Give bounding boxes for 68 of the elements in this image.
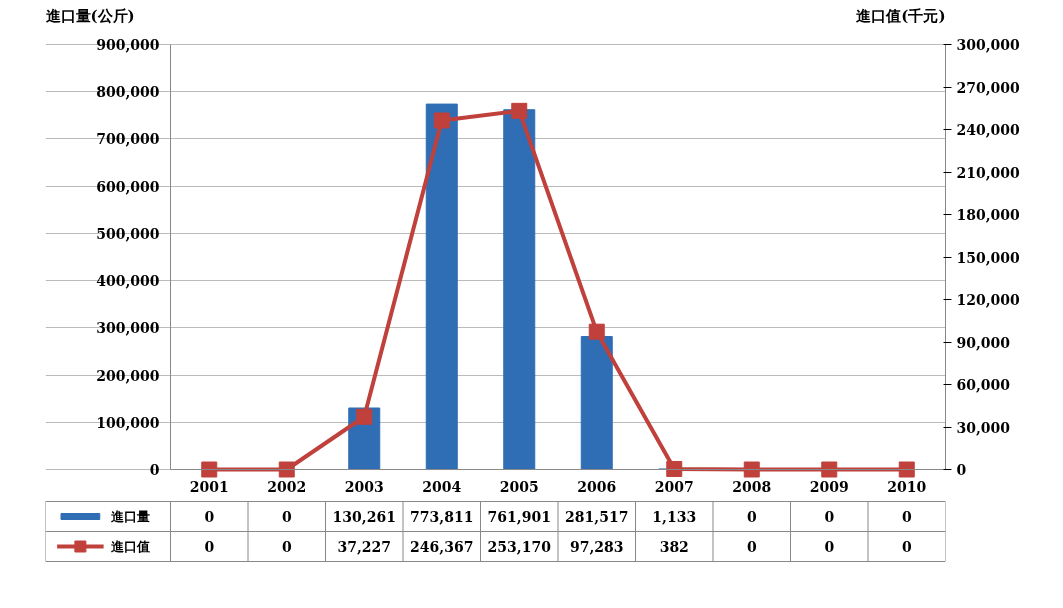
data-label: 0 (901, 539, 912, 555)
y2-tick-label: 210,000 (956, 164, 1021, 181)
y-tick-label: 100,000 (96, 414, 160, 431)
data-label: 130,261 (332, 509, 396, 525)
data-label: 0 (824, 509, 835, 525)
data-label: 281,517 (565, 509, 629, 525)
y2-tick-label: 300,000 (956, 37, 1021, 53)
point (821, 461, 838, 478)
y-tick-label: 400,000 (96, 273, 160, 290)
point (743, 461, 760, 478)
x-tick-label: 2001 (189, 478, 229, 495)
x-tick-label: 2003 (344, 478, 384, 495)
y-tick-label: 0 (149, 462, 160, 478)
y-tick-label: 500,000 (96, 225, 160, 242)
point (201, 461, 218, 478)
y-tick-label: 300,000 (96, 320, 160, 337)
bar (503, 109, 536, 470)
data-label: 37,227 (337, 539, 392, 555)
data-label: 382 (659, 539, 689, 555)
y2-tick-label: 30,000 (956, 419, 1011, 436)
data-label: 0 (281, 539, 292, 555)
data-label: 0 (281, 509, 292, 525)
data-label: 0 (824, 539, 835, 555)
point (898, 461, 915, 478)
data-label: 246,367 (410, 539, 474, 555)
bar (425, 103, 458, 470)
y2-tick-label: 240,000 (956, 122, 1021, 138)
y2-tick-label: 150,000 (956, 249, 1021, 266)
data-label: 0 (204, 539, 215, 555)
y2-tick-label: 180,000 (956, 207, 1021, 223)
data-label: 0 (204, 509, 215, 525)
y2-tick-label: 270,000 (956, 79, 1021, 96)
point (278, 461, 295, 478)
legend-label: 進口值 (110, 539, 151, 554)
y-tick-label: 200,000 (96, 367, 160, 384)
data-label: 0 (746, 509, 757, 525)
y2-tick-label: 120,000 (956, 292, 1021, 308)
y-tick-label: 600,000 (96, 178, 160, 195)
y-tick-label: 800,000 (96, 84, 160, 101)
legend-label: 進口量 (110, 509, 151, 524)
point (511, 102, 528, 119)
data-label: 773,811 (410, 509, 474, 525)
data-label: 253,170 (487, 539, 552, 555)
data-label: 0 (901, 509, 912, 525)
x-tick-label: 2005 (499, 478, 539, 495)
data-label: 1,133 (652, 509, 697, 525)
x-tick-label: 2006 (577, 478, 617, 495)
x-tick-label: 2002 (267, 478, 307, 495)
point (433, 112, 450, 129)
y2-tick-label: 60,000 (956, 377, 1011, 393)
y2-tick-label: 90,000 (956, 334, 1011, 351)
point (666, 460, 683, 477)
y-axis-title: 進口量(公斤) (44, 6, 135, 25)
bar (580, 336, 613, 470)
x-tick-label: 2004 (422, 478, 462, 495)
x-tick-label: 2008 (732, 478, 772, 495)
data-label: 761,901 (487, 509, 551, 525)
x-tick-label: 2007 (654, 478, 694, 495)
x-tick-label: 2009 (809, 478, 849, 495)
point (588, 323, 605, 340)
y-tick-label: 700,000 (96, 131, 160, 148)
y-tick-label: 900,000 (96, 37, 160, 53)
y2-tick-label: 0 (956, 462, 967, 478)
data-label: 0 (746, 539, 757, 555)
data-label: 97,283 (569, 539, 624, 555)
x-tick-label: 2010 (887, 478, 927, 495)
point (356, 408, 373, 425)
y2-axis-title: 進口值(千元) (855, 6, 946, 25)
